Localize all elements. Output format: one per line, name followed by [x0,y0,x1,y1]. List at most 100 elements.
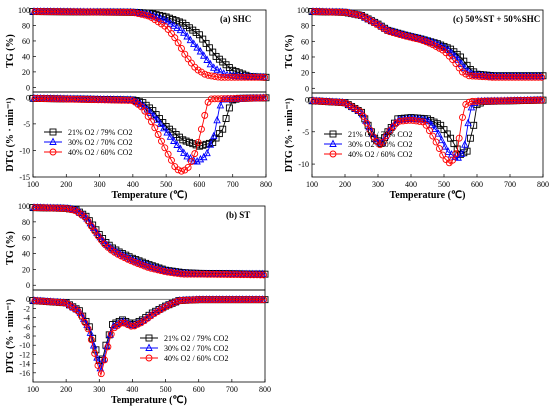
dtg-plot-frame [311,92,544,178]
tg-data-point [478,73,486,81]
dtg-data-point [194,139,202,146]
dtg-data-point [141,107,149,115]
tg-series-line [32,207,266,276]
dtg-data-point [121,96,129,104]
tg-data-point [214,73,222,81]
dtg-data-point [467,102,476,111]
dtg-data-point [531,96,539,104]
tg-data-point [528,73,536,81]
dtg-data-point [184,163,192,171]
tg-data-point [206,59,215,68]
dtg-data-point [393,119,400,127]
tg-data-point [173,23,181,31]
dtg-plot-frame [32,91,267,178]
tg-data-point [121,254,128,262]
tg-data-point [147,264,155,272]
dtg-data-point [528,96,536,104]
tg-y-tick-label: 40 [22,250,30,259]
dtg-data-point [156,119,165,128]
tg-data-point [525,73,532,81]
tg-data-point [81,8,89,16]
tg-y-tick-label: 0 [26,83,30,92]
dtg-data-point [197,296,205,304]
tg-data-point [441,43,449,52]
tg-data-point [118,8,125,16]
dtg-data-point [406,116,414,124]
tg-data-point [217,73,225,81]
x-tick-label: 400 [405,180,417,189]
tg-data-point [94,8,102,16]
dtg-data-point [340,99,348,107]
tg-data-point [409,34,417,42]
legend-label: 30% O2 / 70% CO2 [164,344,228,353]
tg-data-point [363,15,371,22]
tg-data-point [58,8,66,16]
dtg-data-point [193,156,201,165]
dtg-data-point [127,322,135,330]
tg-data-point [234,73,242,81]
dtg-data-point [174,297,181,305]
dtg-data-point [178,167,185,175]
dtg-data-point [167,300,175,308]
dtg-data-point [143,105,151,113]
dtg-data-point [187,158,195,166]
dtg-data-point [468,97,476,105]
tg-axis-title: TG (%) [5,34,16,68]
dtg-data-point [200,296,208,304]
tg-data-point [534,73,542,81]
dtg-data-point [478,97,486,105]
dtg-data-point [444,147,453,155]
tg-data-point [183,270,191,278]
dtg-axis-title: DTG (% · min⁻¹) [5,299,16,373]
tg-data-point [138,10,145,18]
dtg-data-point [379,138,387,146]
tg-data-point [256,271,264,279]
tg-data-point [114,250,122,258]
dtg-data-point [210,296,218,304]
x-tick-label: 300 [93,385,105,394]
tg-data-point [343,9,351,17]
dtg-data-point [225,104,233,112]
dtg-data-point [508,97,516,105]
dtg-data-point [101,356,109,364]
tg-data-point [511,73,519,81]
tg-data-point [251,73,259,81]
tg-data-point [505,73,513,81]
dtg-data-point [246,296,254,304]
tg-data-point [244,73,252,81]
dtg-data-point [222,115,230,123]
dtg-data-point [104,343,112,351]
tg-data-point [31,204,39,212]
dtg-data-point [44,95,52,103]
tg-data-point [41,8,49,16]
legend-label: 40% O2 / 60% CO2 [68,148,132,157]
dtg-data-point [74,307,82,315]
dtg-data-point [237,296,244,304]
dtg-y-tick-label: -8 [23,332,30,341]
tg-data-point [207,72,215,80]
tg-data-point [482,73,490,81]
dtg-data-point [54,298,62,306]
dtg-data-point [360,113,367,120]
tg-data-point [186,35,195,44]
dtg-data-point [150,111,158,120]
dtg-data-point [247,94,255,102]
tg-data-point [213,65,221,73]
dtg-data-point [233,296,241,304]
tg-data-point [219,69,228,77]
dtg-data-point [396,117,404,125]
dtg-data-point [180,296,188,304]
dtg-data-point [41,95,49,103]
dtg-data-point [190,296,198,304]
tg-data-point [247,73,255,81]
dtg-data-point [323,98,331,106]
dtg-data-point [253,296,261,304]
dtg-series-line [32,299,265,377]
dtg-data-point [227,95,235,102]
tg-data-point [197,270,205,278]
dtg-data-point [449,156,457,164]
tg-data-point [87,222,95,230]
tg-data-point [366,16,374,24]
tg-data-point [44,8,52,16]
